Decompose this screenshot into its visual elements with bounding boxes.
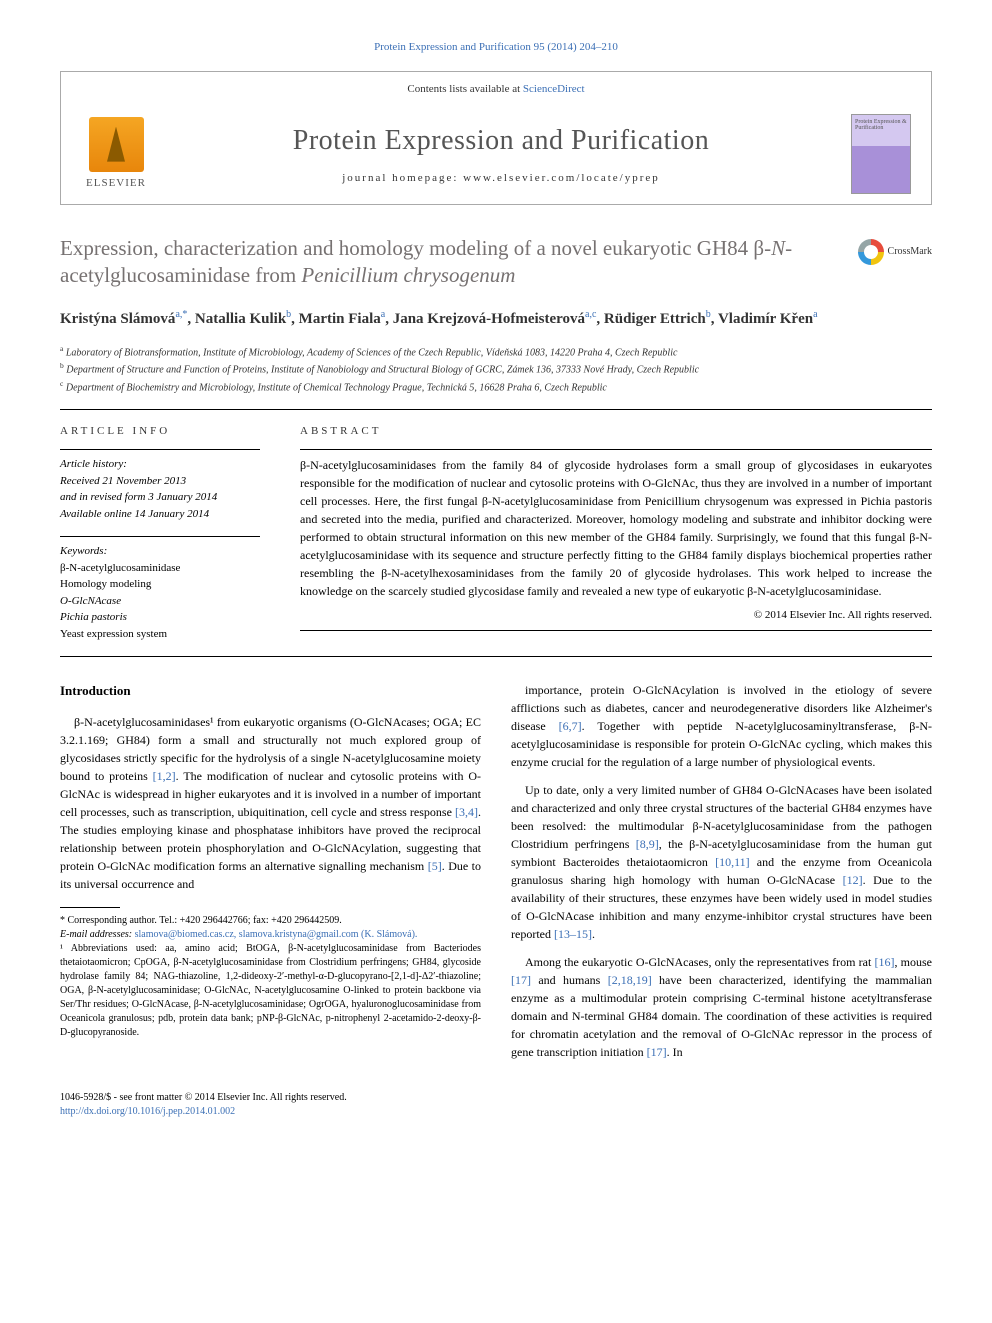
title-pre: Expression, characterization and homolog… [60, 236, 771, 260]
email-addresses: slamova@biomed.cas.cz, slamova.kristyna@… [135, 929, 418, 940]
title-italic-2: Penicillium chrysogenum [301, 263, 515, 287]
keyword: O-GlcNAcase [60, 595, 121, 607]
abstract-block: ABSTRACT β-N-acetylglucosaminidases from… [300, 424, 932, 642]
corresponding-author: * Corresponding author. Tel.: +420 29644… [60, 914, 481, 928]
keyword: β-N-acetylglucosaminidase [60, 562, 180, 574]
keywords-block: Keywords: β-N-acetylglucosaminidase Homo… [60, 543, 260, 642]
contents-text: Contents lists available at [407, 83, 522, 95]
journal-header: Contents lists available at ScienceDirec… [60, 71, 932, 204]
history-line: Received 21 November 2013 [60, 475, 186, 487]
divider [60, 409, 932, 410]
elsevier-logo: ELSEVIER [81, 117, 151, 191]
journal-cover-thumb [851, 114, 911, 194]
keyword: Pichia pastoris [60, 611, 127, 623]
intro-paragraph: β-N-acetylglucosaminidases¹ from eukaryo… [60, 713, 481, 893]
abstract-divider [300, 630, 932, 631]
elsevier-tree-icon [89, 117, 144, 172]
abstract-divider [300, 449, 932, 450]
footnotes: * Corresponding author. Tel.: +420 29644… [60, 914, 481, 1040]
right-column: importance, protein O-GlcNAcylation is i… [511, 681, 932, 1071]
keyword: Homology modeling [60, 578, 151, 590]
abbrev-label: ¹ Abbreviations used: [60, 943, 157, 954]
sciencedirect-link[interactable]: ScienceDirect [523, 83, 585, 95]
abbrev-text: aa, amino acid; BtOGA, β-N-acetylglucosa… [60, 943, 481, 1038]
body-columns: Introduction β-N-acetylglucosaminidases¹… [60, 681, 932, 1071]
abstract-text: β-N-acetylglucosaminidases from the fami… [300, 456, 932, 600]
journal-homepage: journal homepage: www.elsevier.com/locat… [151, 171, 851, 186]
left-column: Introduction β-N-acetylglucosaminidases¹… [60, 681, 481, 1071]
title-italic-1: N [771, 236, 785, 260]
top-citation: Protein Expression and Purification 95 (… [60, 40, 932, 55]
footer-copyright: 1046-5928/$ - see front matter © 2014 El… [60, 1092, 347, 1103]
article-info-heading: ARTICLE INFO [60, 424, 260, 439]
footnote-divider [60, 907, 120, 908]
crossmark-badge[interactable]: CrossMark [858, 239, 932, 265]
crossmark-text: CrossMark [888, 245, 932, 259]
footer: 1046-5928/$ - see front matter © 2014 El… [60, 1091, 932, 1119]
affiliation-list: a Laboratory of Biotransformation, Insti… [60, 343, 932, 395]
abstract-heading: ABSTRACT [300, 424, 932, 439]
intro-paragraph: Among the eukaryotic O-GlcNAcases, only … [511, 953, 932, 1061]
email-line: E-mail addresses: slamova@biomed.cas.cz,… [60, 928, 481, 942]
journal-title: Protein Expression and Purification [151, 121, 851, 160]
article-history: Article history: Received 21 November 20… [60, 456, 260, 522]
abbreviations: ¹ Abbreviations used: aa, amino acid; Bt… [60, 942, 481, 1040]
article-title: Expression, characterization and homolog… [60, 235, 932, 290]
article-info-block: ARTICLE INFO Article history: Received 2… [60, 424, 260, 642]
keyword: Yeast expression system [60, 628, 167, 640]
history-line: Available online 14 January 2014 [60, 508, 209, 520]
intro-paragraph: importance, protein O-GlcNAcylation is i… [511, 681, 932, 771]
history-label: Article history: [60, 458, 127, 470]
abstract-copyright: © 2014 Elsevier Inc. All rights reserved… [300, 608, 932, 623]
keywords-label: Keywords: [60, 545, 107, 557]
introduction-heading: Introduction [60, 681, 481, 701]
author-list: Kristýna Slámováa,*, Natallia Kulikb, Ma… [60, 307, 932, 331]
history-line: and in revised form 3 January 2014 [60, 491, 217, 503]
elsevier-text: ELSEVIER [86, 176, 146, 191]
doi-link[interactable]: http://dx.doi.org/10.1016/j.pep.2014.01.… [60, 1106, 235, 1117]
info-divider [60, 449, 260, 450]
email-label: E-mail addresses: [60, 929, 132, 940]
info-divider [60, 536, 260, 537]
crossmark-icon [858, 239, 884, 265]
divider [60, 656, 932, 657]
intro-paragraph: Up to date, only a very limited number o… [511, 781, 932, 943]
contents-line: Contents lists available at ScienceDirec… [61, 72, 931, 103]
